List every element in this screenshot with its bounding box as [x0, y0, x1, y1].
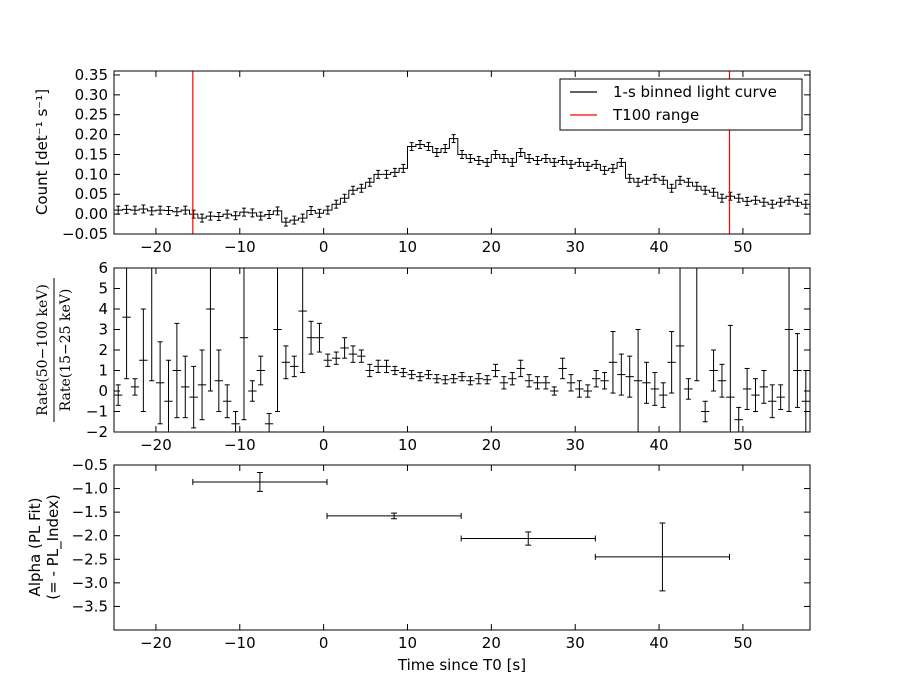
x-tick-label: 0	[319, 436, 329, 454]
alpha-frame	[113, 464, 811, 631]
x-tick-label: 30	[566, 238, 585, 256]
x-tick-label: 40	[650, 238, 669, 256]
light-curve-frame	[113, 70, 811, 235]
alpha-ylabel-line1: Alpha (PL Fit)	[26, 498, 44, 597]
alpha-xlabel: Time since T0 [s]	[397, 656, 526, 674]
legend-label-t100: T100 range	[612, 106, 699, 124]
light-curve-ylabel: Count [det⁻¹ s⁻¹]	[33, 89, 51, 215]
y-tick-label: −1.5	[72, 503, 108, 521]
y-tick-label: 0	[98, 382, 108, 400]
y-tick-label: 2	[98, 341, 108, 359]
x-tick-label: 20	[482, 238, 501, 256]
x-tick-label: 30	[566, 634, 585, 652]
y-tick-label: 0.25	[75, 106, 108, 124]
y-tick-label: 0.20	[75, 126, 108, 144]
y-tick-label: 0.30	[75, 86, 108, 104]
y-tick-label: −1	[86, 403, 108, 421]
x-tick-label: 50	[733, 238, 752, 256]
light-curve-line	[114, 138, 810, 223]
legend-label-light-curve: 1-s binned light curve	[613, 83, 777, 101]
x-tick-label: −20	[140, 238, 172, 256]
y-tick-label: 0.35	[75, 66, 108, 84]
y-tick-label: −0.05	[62, 225, 108, 243]
x-tick-label: 0	[319, 238, 329, 256]
x-tick-label: 30	[566, 436, 585, 454]
x-tick-label: 10	[398, 238, 417, 256]
x-tick-label: 40	[650, 436, 669, 454]
x-tick-label: 40	[650, 634, 669, 652]
y-tick-label: −2	[86, 423, 108, 441]
x-tick-label: −20	[140, 634, 172, 652]
x-tick-label: −10	[224, 436, 256, 454]
x-tick-label: 10	[398, 634, 417, 652]
y-tick-label: 0.15	[75, 145, 108, 163]
y-tick-label: −3.0	[72, 574, 108, 592]
y-tick-label: −0.5	[72, 456, 108, 474]
x-tick-label: −10	[224, 634, 256, 652]
y-tick-label: 3	[98, 321, 108, 339]
y-tick-label: 0.00	[75, 205, 108, 223]
hardness-ylabel-num: Rate(50−100 keV)	[35, 284, 51, 416]
y-tick-label: 0.10	[75, 165, 108, 183]
x-tick-label: 10	[398, 436, 417, 454]
x-tick-label: 50	[733, 634, 752, 652]
y-tick-label: −3.5	[72, 597, 108, 615]
hardness-ylabel-den: Rate(15−25 keV)	[58, 289, 74, 412]
x-tick-label: 20	[482, 634, 501, 652]
x-tick-label: 50	[733, 436, 752, 454]
y-tick-label: 0.05	[75, 185, 108, 203]
x-tick-label: −20	[140, 436, 172, 454]
y-tick-label: −1.0	[72, 480, 108, 498]
y-tick-label: −2.0	[72, 527, 108, 545]
y-tick-label: 4	[98, 300, 108, 318]
hardness-ylabel: Rate(50−100 keV) Rate(15−25 keV)	[35, 278, 74, 422]
legend-box	[559, 78, 803, 131]
legend: 1-s binned light curve T100 range	[559, 78, 803, 131]
x-tick-label: 20	[482, 436, 501, 454]
y-tick-label: 5	[98, 280, 108, 298]
x-tick-label: −10	[224, 238, 256, 256]
y-tick-label: 6	[98, 259, 108, 277]
alpha-panel: −20 −10 0 10 20 30 40 50 −3.5 −3.0 −2.5 −2.0 −1.5 −1.…	[26, 456, 811, 674]
light-curve-panel: −20 −10 0 10 20 30 40 50−0.050.000.050.100.150.…	[33, 66, 811, 256]
y-tick-label: −2.5	[72, 550, 108, 568]
alpha-ylabel-line2: (= - PL_Index)	[44, 494, 63, 599]
y-tick-label: 1	[98, 362, 108, 380]
x-tick-label: 0	[319, 634, 329, 652]
